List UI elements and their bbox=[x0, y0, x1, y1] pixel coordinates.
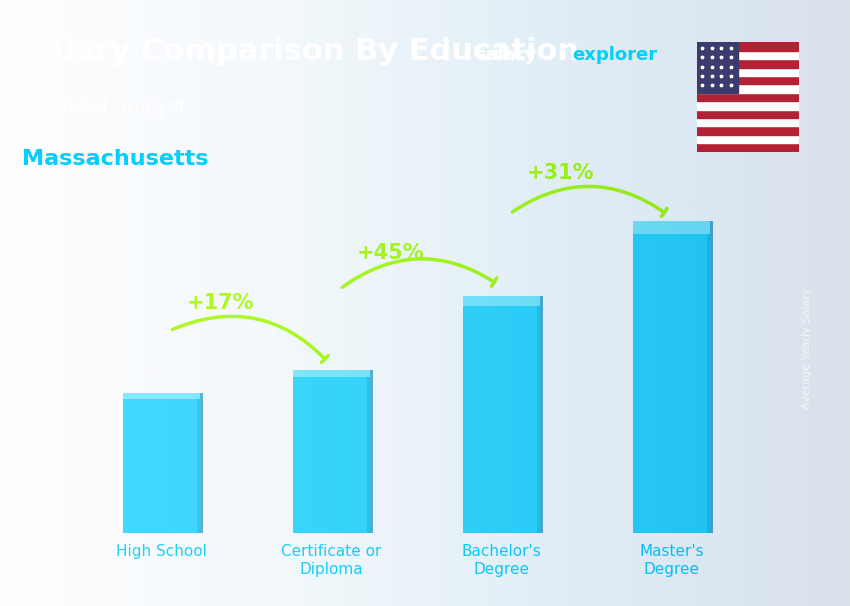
Bar bbox=[123, 393, 200, 533]
Bar bbox=[697, 84, 799, 93]
Bar bbox=[697, 59, 799, 68]
Bar bbox=[697, 76, 799, 84]
Text: Massachusetts: Massachusetts bbox=[22, 149, 208, 169]
Bar bbox=[293, 370, 370, 533]
Bar bbox=[697, 42, 738, 93]
Bar bbox=[463, 296, 540, 306]
Text: +17%: +17% bbox=[187, 293, 255, 313]
Bar bbox=[697, 68, 799, 76]
Bar bbox=[293, 370, 370, 377]
Bar bbox=[366, 370, 373, 533]
Text: 191,000 USD: 191,000 USD bbox=[623, 196, 720, 211]
Bar bbox=[697, 51, 799, 59]
Bar bbox=[697, 93, 799, 101]
Bar bbox=[697, 126, 799, 135]
Text: .com: .com bbox=[700, 45, 748, 64]
Bar bbox=[706, 221, 713, 533]
Text: salary: salary bbox=[475, 45, 536, 64]
Bar bbox=[463, 296, 540, 533]
Bar bbox=[697, 143, 799, 152]
Bar bbox=[697, 110, 799, 118]
Text: Financial Analyst: Financial Analyst bbox=[22, 98, 185, 118]
Bar bbox=[697, 42, 799, 51]
Text: +31%: +31% bbox=[527, 163, 595, 183]
Text: Salary Comparison By Education: Salary Comparison By Education bbox=[22, 38, 579, 66]
Bar bbox=[633, 221, 710, 234]
Text: 99,700 USD: 99,700 USD bbox=[288, 345, 375, 361]
Bar bbox=[196, 393, 203, 533]
Bar bbox=[123, 393, 200, 399]
Text: 145,000 USD: 145,000 USD bbox=[453, 271, 550, 287]
Text: explorer: explorer bbox=[572, 45, 657, 64]
Text: Average Yearly Salary: Average Yearly Salary bbox=[802, 288, 813, 409]
Bar bbox=[536, 296, 543, 533]
Text: 85,600 USD: 85,600 USD bbox=[118, 368, 205, 384]
Bar bbox=[633, 221, 710, 533]
Bar bbox=[697, 135, 799, 143]
Bar bbox=[697, 101, 799, 110]
Text: +45%: +45% bbox=[357, 243, 425, 263]
Bar bbox=[697, 118, 799, 126]
